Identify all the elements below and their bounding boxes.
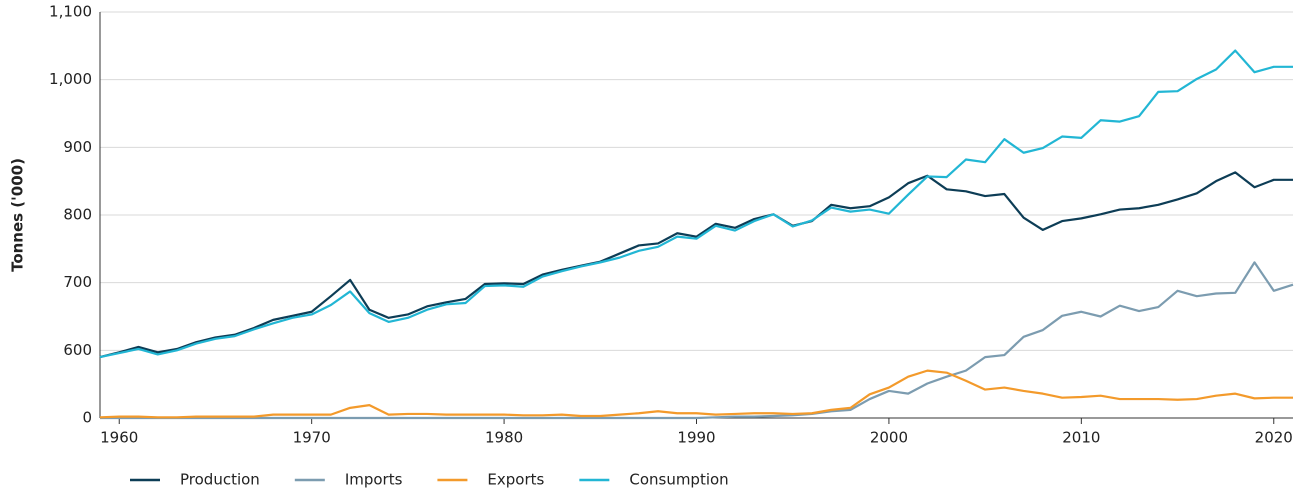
x-tick-label: 1960 [100,429,138,447]
y-tick-label: 600 [63,341,92,359]
line-series [99,369,1293,419]
y-tick-label: 900 [63,138,92,156]
legend-label: Consumption [629,471,728,489]
line-series [100,261,1294,420]
legend-label: Exports [487,471,544,489]
legend-label: Production [180,471,260,489]
x-tick-label: 1970 [293,429,331,447]
x-tick-label: 1990 [677,429,715,447]
y-tick-label: 1,100 [49,3,92,21]
y-tick-label: 1,000 [49,70,92,88]
x-tick-label: 2000 [870,429,908,447]
legend-label: Imports [345,471,403,489]
x-tick-label: 2010 [1062,429,1100,447]
y-axis-label: Tonnes ('000) [9,158,27,272]
x-tick-label: 1980 [485,429,523,447]
y-tick-label: 800 [63,206,92,224]
line-series [99,49,1293,359]
y-tick-label: 700 [63,273,92,291]
x-tick-label: 2020 [1255,429,1293,447]
line-series [99,171,1293,359]
y-tick-label: 0 [82,409,92,427]
